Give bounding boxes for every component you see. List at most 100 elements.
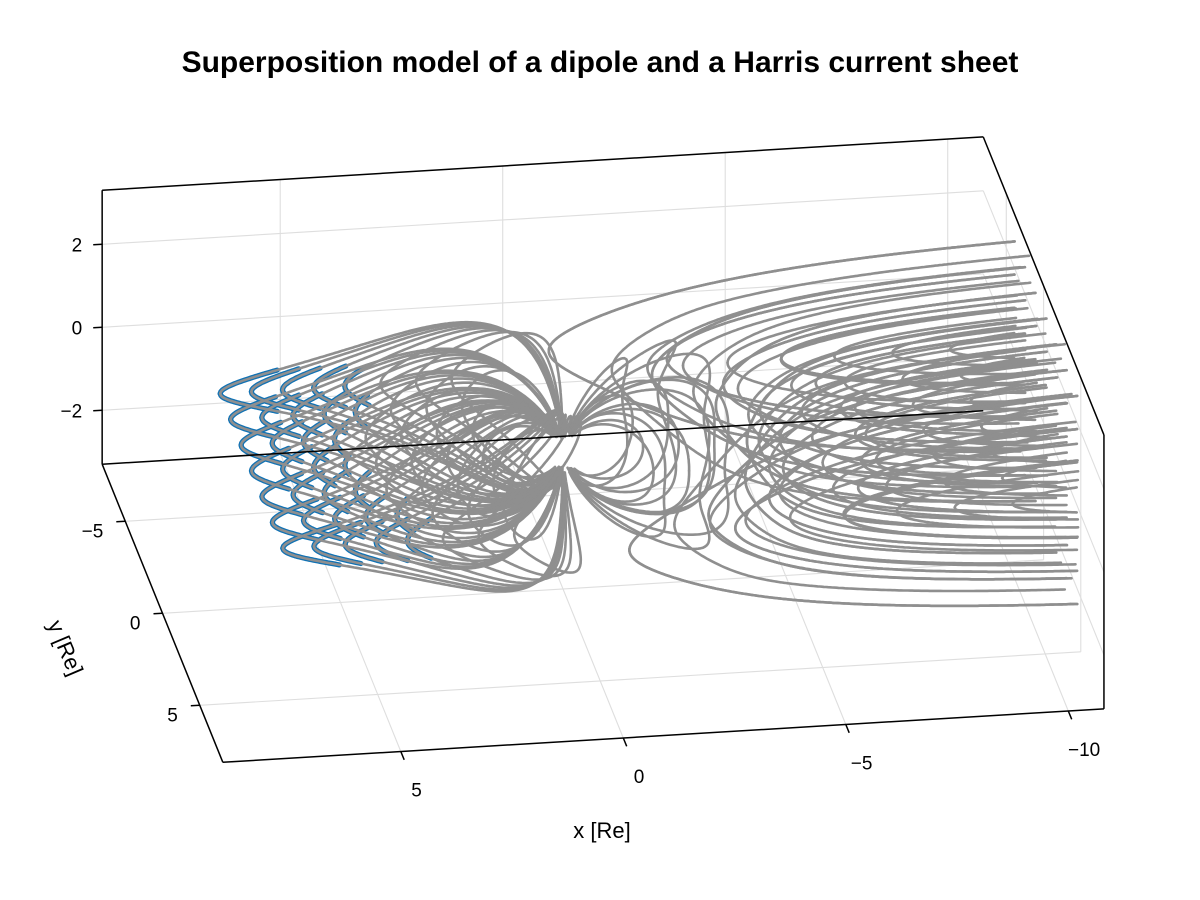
- z-tick-label: 0: [72, 318, 83, 339]
- field-line: [471, 429, 557, 479]
- field-line: [874, 412, 1059, 461]
- field-line: [333, 409, 561, 520]
- field-line: [692, 281, 1032, 393]
- x-tick: [845, 724, 850, 734]
- y-tick: [116, 520, 126, 523]
- y-tick: [153, 612, 163, 615]
- field-line: [374, 411, 565, 544]
- field-line: [736, 306, 1029, 390]
- field-line: [571, 443, 680, 494]
- field-line: [781, 377, 1059, 521]
- edge-back-bottom: [102, 410, 984, 465]
- field-line: [856, 436, 1068, 514]
- x-tick-label: −10: [1068, 740, 1100, 761]
- field-line: [573, 418, 645, 449]
- field-line: [302, 408, 561, 522]
- field-line: [364, 411, 561, 519]
- field-line: [1011, 486, 1078, 506]
- x-tick: [1067, 710, 1073, 720]
- grid-back-z: [102, 356, 984, 411]
- x-tick-label: 5: [411, 780, 422, 801]
- field-line: [512, 415, 583, 536]
- field-line: [566, 394, 629, 488]
- field-line: [895, 509, 1080, 529]
- x-tick: [400, 751, 405, 761]
- field-line: [271, 406, 561, 524]
- y-tick-label: −5: [82, 521, 104, 542]
- field-line: [734, 428, 1079, 574]
- field-line: [990, 451, 1059, 464]
- edge-front-left: [101, 463, 224, 763]
- field-line: [573, 445, 645, 480]
- field-line: [673, 342, 1067, 526]
- field-line: [343, 410, 565, 546]
- edge-top-back: [102, 136, 984, 192]
- edge-top-right: [982, 136, 1105, 436]
- y-tick-label: 5: [167, 705, 178, 726]
- field-line: [843, 461, 1078, 540]
- edge-front-bottom: [222, 708, 1104, 764]
- field-line: [758, 325, 1038, 470]
- field-line: [943, 451, 1068, 483]
- field-line: [431, 416, 561, 514]
- field-line: [568, 411, 667, 500]
- field-line: [833, 316, 1018, 358]
- field-line: [733, 493, 1063, 565]
- x-axis-label: x [Re]: [573, 818, 631, 843]
- grid-back-z: [102, 273, 984, 328]
- field-line: [932, 454, 1058, 473]
- field-line: [312, 409, 564, 548]
- tick-labels: 5 0 −5 −10 −5 0 5 2 0 −2: [61, 235, 1101, 801]
- field-line: [460, 369, 561, 434]
- field-line: [567, 339, 678, 434]
- x-tick-label: −5: [851, 753, 873, 774]
- field-line: [406, 472, 565, 585]
- field-line: [1011, 502, 1078, 514]
- field-line: [568, 388, 711, 498]
- field-line: [568, 470, 667, 538]
- field-line: [843, 339, 1027, 384]
- field-line: [364, 436, 557, 503]
- field-line: [953, 506, 1080, 521]
- grid-floor-y: [199, 651, 1081, 706]
- field-line: [767, 402, 1069, 547]
- field-line: [744, 420, 1077, 522]
- field-line: [744, 518, 1077, 567]
- field-line: [681, 279, 1020, 367]
- field-line: [568, 467, 730, 536]
- field-line: [788, 442, 1079, 519]
- y-tick: [190, 704, 200, 707]
- field-line: [406, 412, 565, 542]
- field-line: [757, 332, 1047, 442]
- grid-back-z: [102, 190, 984, 245]
- field-line: [842, 459, 1079, 516]
- field-line: [456, 421, 559, 487]
- field-line: [833, 355, 1018, 376]
- field-line: [568, 470, 711, 551]
- field-line: [673, 523, 1067, 593]
- field-line: [281, 408, 564, 550]
- field-line: [570, 423, 655, 475]
- field-line: [721, 299, 1027, 444]
- field-line: [441, 413, 567, 540]
- field-line: [425, 365, 560, 432]
- field-line: [547, 240, 1016, 452]
- field-line: [780, 307, 1016, 385]
- y-tick-label: 0: [130, 613, 141, 634]
- field-line: [374, 473, 565, 587]
- z-tick-label: −2: [61, 401, 83, 422]
- field-line: [395, 413, 561, 517]
- field-line: [708, 521, 1073, 581]
- z-tick: [93, 243, 103, 246]
- z-tick: [93, 409, 103, 412]
- field-line: [568, 376, 730, 470]
- field-line: [943, 480, 1068, 497]
- field-line: [788, 516, 1079, 552]
- field-line: [885, 441, 1068, 487]
- x-tick-label: 0: [634, 767, 645, 788]
- field-line: [885, 483, 1068, 507]
- field-line: [512, 471, 583, 574]
- x-tick: [622, 737, 628, 747]
